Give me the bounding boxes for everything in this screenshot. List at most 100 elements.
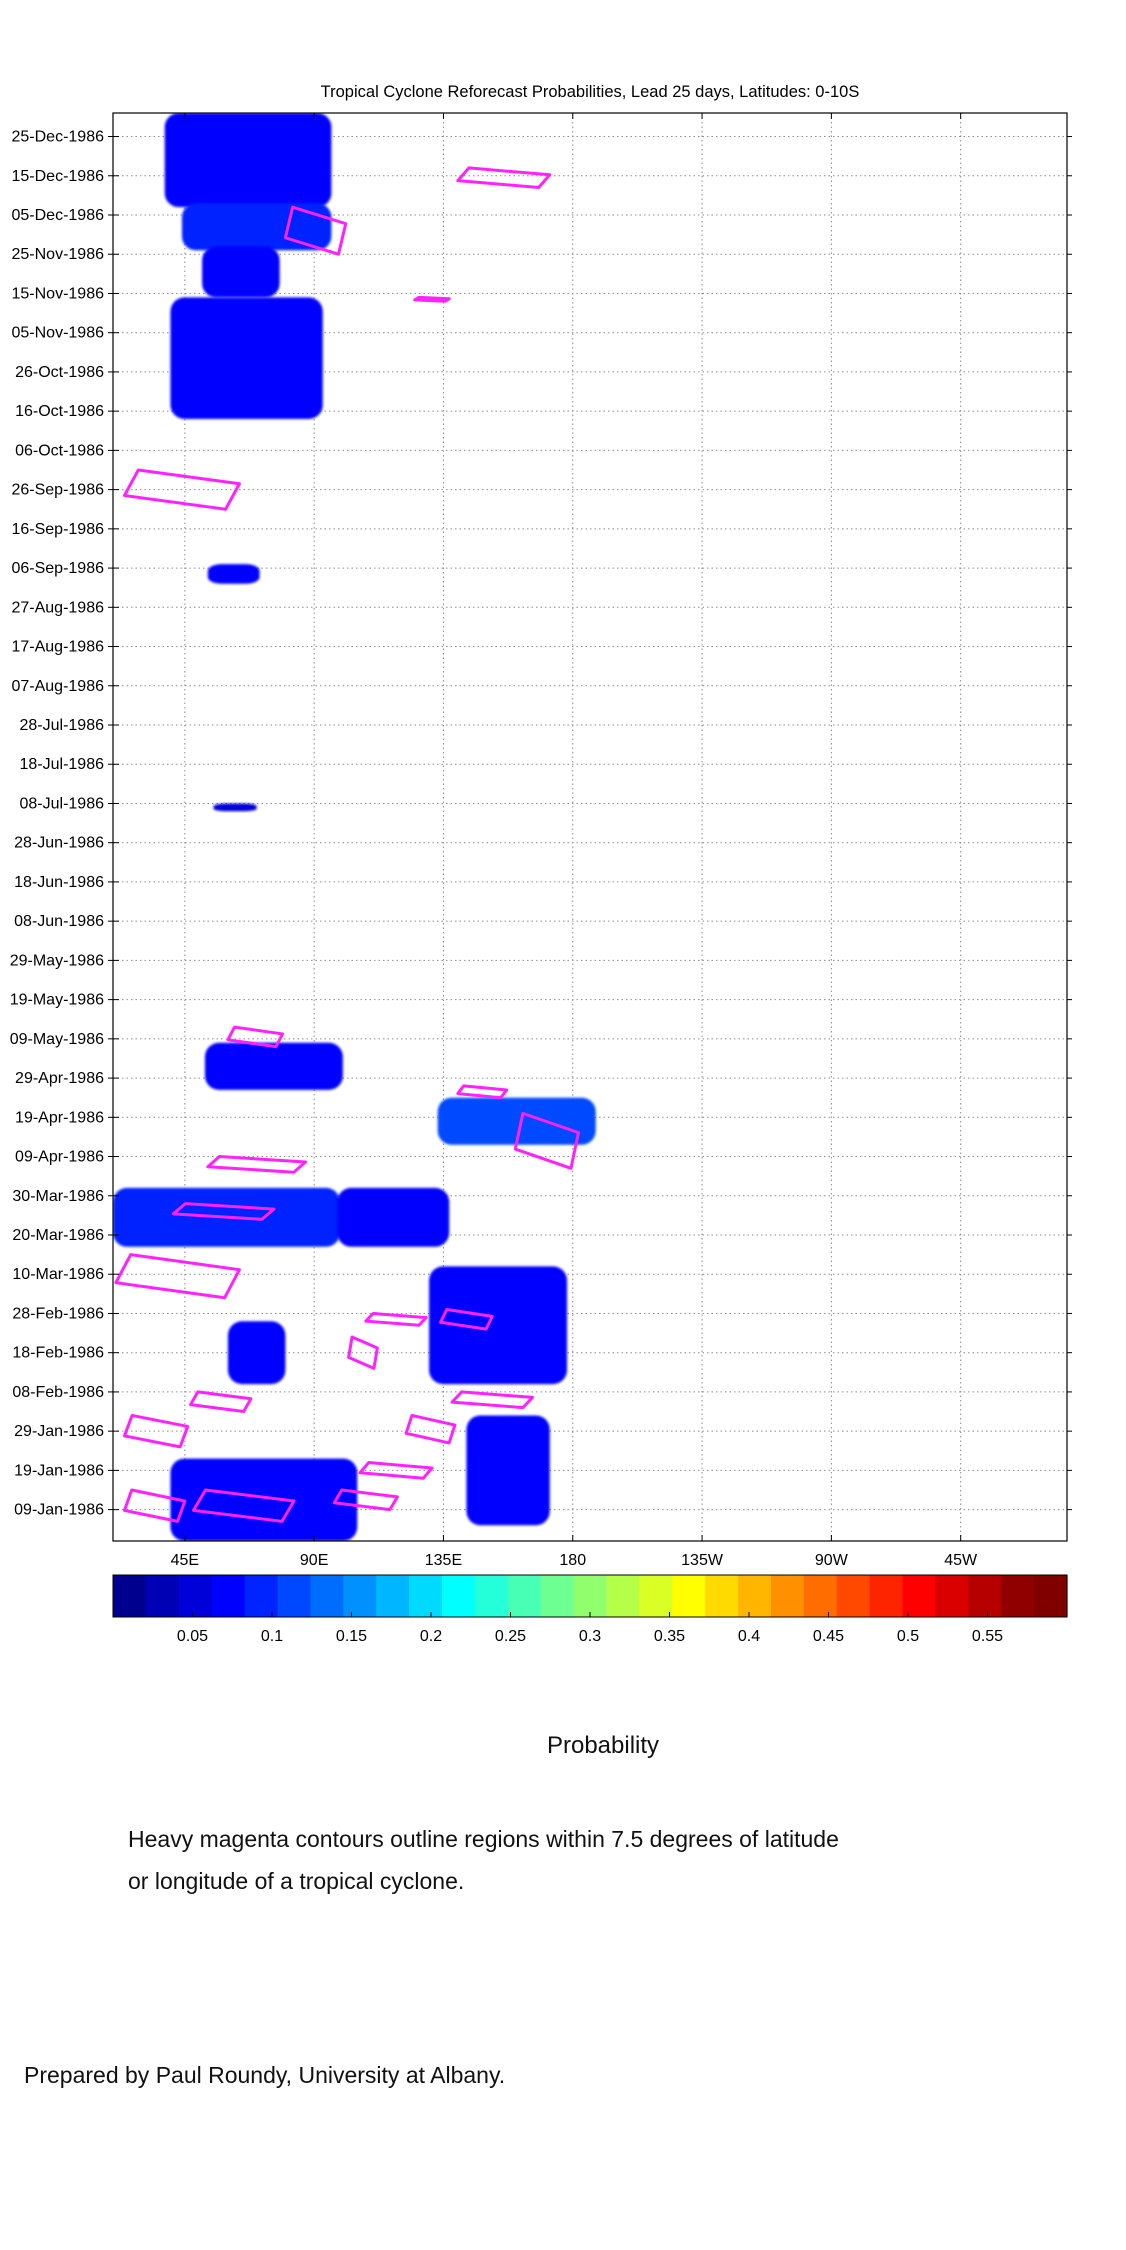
y-axis: 09-Jan-1986 19-Jan-1986 29-Jan-1986 08-Feb-… [10, 129, 1072, 1519]
y-tick-label: 29-May-1986 [10, 952, 104, 969]
cyclone-contour [404, 1413, 457, 1445]
y-tick-label: 05-Nov-1986 [12, 325, 105, 342]
colorbar-swatch [376, 1575, 410, 1617]
colorbar-tick-label: 0.45 [813, 1628, 844, 1645]
credit-line: Prepared by Paul Roundy, University at A… [24, 2062, 506, 2088]
y-tick-label: 18-Feb-1986 [12, 1345, 104, 1362]
colorbar-tick-label: 0.15 [336, 1628, 367, 1645]
probability-blob [466, 1415, 550, 1526]
cyclone-contour [122, 1413, 190, 1449]
y-tick-label: 26-Oct-1986 [15, 364, 104, 381]
colorbar-tick-label: 0.05 [177, 1628, 208, 1645]
probability-blob [181, 203, 332, 251]
y-tick-label: 25-Dec-1986 [12, 129, 105, 146]
plot-frame [112, 112, 1068, 1542]
probability-blob [437, 1097, 596, 1145]
y-tick-label: 16-Oct-1986 [15, 403, 104, 420]
x-tick-label: 90W [815, 1552, 849, 1569]
y-tick-label: 09-Jan-1986 [14, 1502, 104, 1519]
probability-blob [202, 246, 280, 298]
y-tick-label: 29-Apr-1986 [15, 1070, 104, 1087]
y-tick-label: 19-Jan-1986 [14, 1462, 104, 1479]
cyclone-contour [413, 295, 451, 303]
colorbar-tick-label: 0.5 [897, 1628, 919, 1645]
y-tick-label: 07-Aug-1986 [11, 678, 104, 695]
colorbar-swatch [409, 1575, 443, 1617]
colorbar-swatch [869, 1575, 904, 1617]
colorbar-swatch [606, 1575, 640, 1617]
colorbar-swatch [441, 1575, 476, 1617]
cyclone-contour [439, 1308, 494, 1331]
colorbar-swatch [770, 1575, 805, 1617]
colorbar-swatch [310, 1575, 344, 1617]
chart-figure: Tropical Cyclone Reforecast Probabilitie… [10, 83, 1072, 1645]
y-tick-label: 20-Mar-1986 [12, 1227, 104, 1244]
y-tick-label: 28-Feb-1986 [12, 1305, 104, 1322]
chart-title: Tropical Cyclone Reforecast Probabilitie… [321, 83, 860, 101]
colorbar-swatch [211, 1575, 246, 1617]
y-tick-label: 10-Mar-1986 [12, 1266, 104, 1283]
y-tick-label: 28-Jun-1986 [14, 835, 104, 852]
cyclone-contour [456, 166, 552, 190]
cyclone-contour [122, 468, 241, 511]
cyclone-contours [114, 166, 581, 1523]
colorbar-swatch [935, 1575, 969, 1617]
colorbar: 0.05 0.1 0.15 0.2 0.25 0.3 0.35 0.4 0.45 0.5 0.55 [112, 1574, 1068, 1645]
cyclone-contour [364, 1311, 428, 1327]
y-tick-label: 06-Sep-1986 [11, 560, 104, 577]
probability-blob [213, 803, 257, 812]
colorbar-swatch [836, 1575, 871, 1617]
y-tick-label: 17-Aug-1986 [11, 639, 104, 656]
y-tick-label: 08-Jul-1986 [20, 795, 105, 812]
colorbar-swatch [178, 1575, 213, 1617]
y-tick-label: 08-Jun-1986 [14, 913, 104, 930]
probability-blob [170, 297, 323, 419]
colorbar-swatch [507, 1575, 542, 1617]
y-tick-label: 28-Jul-1986 [20, 717, 105, 734]
probability-blob [429, 1266, 568, 1385]
colorbar-swatch [474, 1575, 509, 1617]
colorbar-swatch [803, 1575, 838, 1617]
cyclone-contour [189, 1390, 253, 1414]
x-tick-label: 45W [944, 1552, 978, 1569]
y-tick-label: 30-Mar-1986 [12, 1188, 104, 1205]
contour-note-line-2: or longitude of a tropical cyclone. [128, 1868, 465, 1894]
colorbar-swatch [968, 1575, 1002, 1617]
colorbar-swatch [1001, 1575, 1035, 1617]
colorbar-tick-label: 0.3 [579, 1628, 601, 1645]
probability-blob [227, 1321, 286, 1385]
y-tick-label: 16-Sep-1986 [11, 521, 104, 538]
colorbar-swatch [244, 1575, 279, 1617]
colorbar-swatch [277, 1575, 311, 1617]
x-tick-label: 135W [681, 1552, 724, 1569]
y-tick-label: 15-Dec-1986 [12, 168, 105, 185]
x-tick-label: 180 [559, 1552, 586, 1569]
y-tick-label: 08-Feb-1986 [12, 1384, 104, 1401]
cyclone-contour [114, 1253, 241, 1300]
probability-blob [204, 1042, 343, 1090]
colorbar-swatch [902, 1575, 937, 1617]
probability-blob [337, 1187, 450, 1247]
cyclone-contour [206, 1155, 308, 1174]
probability-field [113, 113, 596, 1541]
y-tick-label: 29-Jan-1986 [14, 1423, 104, 1440]
colorbar-swatch [705, 1575, 739, 1617]
y-tick-label: 18-Jul-1986 [20, 756, 105, 773]
y-tick-label: 19-May-1986 [10, 992, 104, 1009]
y-tick-label: 18-Jun-1986 [14, 874, 104, 891]
cyclone-contour [171, 1202, 276, 1221]
y-tick-label: 19-Apr-1986 [15, 1109, 104, 1126]
cyclone-contour [191, 1488, 296, 1523]
cyclone-contour [450, 1390, 535, 1410]
cyclone-contour [122, 1488, 187, 1523]
y-tick-label: 25-Nov-1986 [12, 246, 105, 263]
x-tick-label: 90E [300, 1552, 328, 1569]
colorbar-swatch [145, 1575, 180, 1617]
cyclone-contour [226, 1025, 285, 1049]
cyclone-contour [347, 1335, 379, 1370]
contour-note: Heavy magenta contours outline regions w… [128, 1818, 1028, 1902]
probability-blob [207, 564, 260, 584]
colorbar-swatch [1034, 1575, 1068, 1617]
cyclone-contour [332, 1488, 399, 1512]
cyclone-contour [456, 1084, 509, 1100]
